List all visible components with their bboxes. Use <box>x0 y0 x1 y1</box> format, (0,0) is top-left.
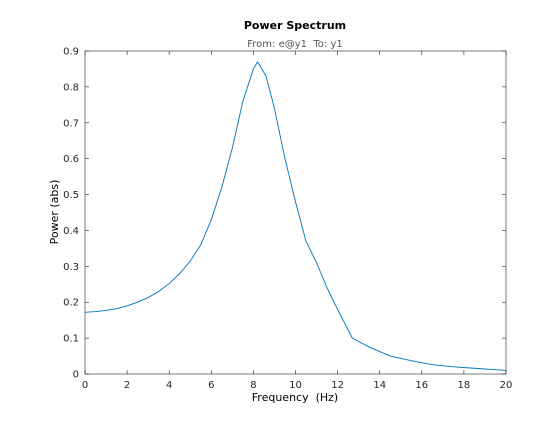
chart-subtitle: From: e@y1 To: y1 <box>247 39 342 50</box>
x-tick-label: 4 <box>166 380 172 391</box>
y-axis-label: Power (abs) <box>48 180 61 245</box>
x-tick-label: 8 <box>250 380 256 391</box>
plot-box <box>84 50 507 375</box>
y-tick-label: 0.8 <box>63 82 79 93</box>
y-tick-label: 0.1 <box>63 334 79 345</box>
y-tick-label: 0.6 <box>63 154 79 165</box>
y-tick-label: 0.7 <box>63 118 79 129</box>
x-tick-label: 12 <box>331 380 344 391</box>
x-axis-label: Frequency (Hz) <box>252 391 338 404</box>
chart-title: Power Spectrum <box>244 19 346 32</box>
series-line <box>84 61 507 371</box>
y-tick-label: 0.3 <box>63 262 79 273</box>
x-tick-label: 14 <box>373 380 386 391</box>
x-tick-label: 6 <box>208 380 214 391</box>
y-tick-label: 0.9 <box>63 47 79 58</box>
x-tick-label: 16 <box>415 380 428 391</box>
plot-area <box>85 51 506 374</box>
y-tick-label: 0 <box>73 370 79 381</box>
x-tick-label: 18 <box>458 380 471 391</box>
axis-tick-labels: 0 2 4 6 8 10 12 14 16 18 20 0 0.1 0.2 0.3 0.4 0.5 0.6 0.7 0… <box>63 47 512 392</box>
x-tick-label: 2 <box>124 380 130 391</box>
y-tick-label: 0.2 <box>63 298 79 309</box>
x-tick-label: 0 <box>82 380 88 391</box>
x-tick-label: 10 <box>289 380 302 391</box>
x-tick-label: 20 <box>500 380 513 391</box>
series-layer <box>84 61 507 371</box>
y-tick-label: 0.5 <box>63 190 79 201</box>
y-tick-label: 0.4 <box>63 226 79 237</box>
